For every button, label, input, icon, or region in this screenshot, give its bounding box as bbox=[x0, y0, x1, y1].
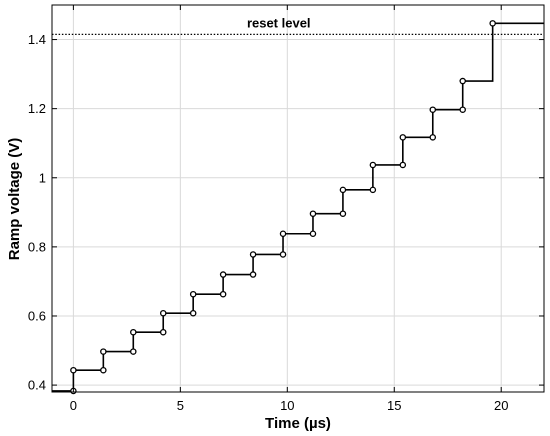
step-point-after bbox=[189, 290, 197, 298]
x-tick-label: 10 bbox=[280, 398, 294, 413]
y-tick-label: 1 bbox=[39, 170, 46, 185]
step-point-after bbox=[369, 161, 377, 169]
step-point-after bbox=[130, 328, 137, 336]
step-point-before bbox=[309, 230, 317, 237]
reference-line-group: reset level bbox=[52, 15, 544, 35]
step-point-before bbox=[100, 366, 107, 374]
step-point-before bbox=[130, 348, 137, 355]
step-point-after bbox=[339, 186, 347, 194]
step-point-before bbox=[339, 210, 347, 217]
x-axis-title: Time (µs) bbox=[265, 415, 331, 432]
step-point-after bbox=[459, 77, 466, 85]
step-point-before bbox=[249, 271, 257, 278]
step-point-before bbox=[159, 328, 167, 336]
step-point-before bbox=[429, 134, 437, 141]
step-point-after bbox=[159, 309, 167, 317]
x-axis-ticks: 0 5 10 15 20 bbox=[70, 5, 508, 413]
step-point-before bbox=[279, 251, 287, 258]
x-tick-label: 20 bbox=[494, 398, 508, 413]
step-point-after bbox=[70, 366, 77, 374]
y-tick-label: 1.2 bbox=[28, 101, 46, 116]
y-tick-label: 0.8 bbox=[28, 239, 46, 254]
x-tick-label: 15 bbox=[387, 398, 401, 413]
step-point-before bbox=[189, 309, 197, 317]
step-point-after bbox=[489, 20, 496, 27]
step-point-after bbox=[309, 210, 317, 217]
y-axis-ticks: 0.4 0.6 0.8 1 1.2 1.4 bbox=[28, 32, 544, 393]
x-tick-label: 0 bbox=[70, 398, 77, 413]
step-point-before bbox=[399, 161, 407, 169]
y-tick-label: 0.6 bbox=[28, 308, 46, 323]
step-point-after bbox=[100, 348, 107, 355]
reset-level-label: reset level bbox=[247, 15, 311, 30]
y-axis-title: Ramp voltage (V) bbox=[6, 138, 23, 261]
step-point-after bbox=[249, 251, 257, 258]
step-point-after bbox=[219, 271, 227, 278]
step-point-before bbox=[219, 290, 227, 298]
series-group bbox=[52, 20, 544, 395]
y-tick-label: 0.4 bbox=[28, 378, 46, 393]
x-tick-label: 5 bbox=[177, 398, 184, 413]
plot-frame bbox=[51, 4, 545, 393]
step-point-after bbox=[429, 106, 437, 113]
step-point-before bbox=[369, 186, 377, 194]
y-tick-label: 1.4 bbox=[28, 32, 46, 47]
step-point-after bbox=[279, 230, 287, 237]
step-point-before bbox=[459, 106, 466, 113]
plot-area bbox=[52, 5, 544, 392]
step-point-after bbox=[399, 134, 407, 141]
